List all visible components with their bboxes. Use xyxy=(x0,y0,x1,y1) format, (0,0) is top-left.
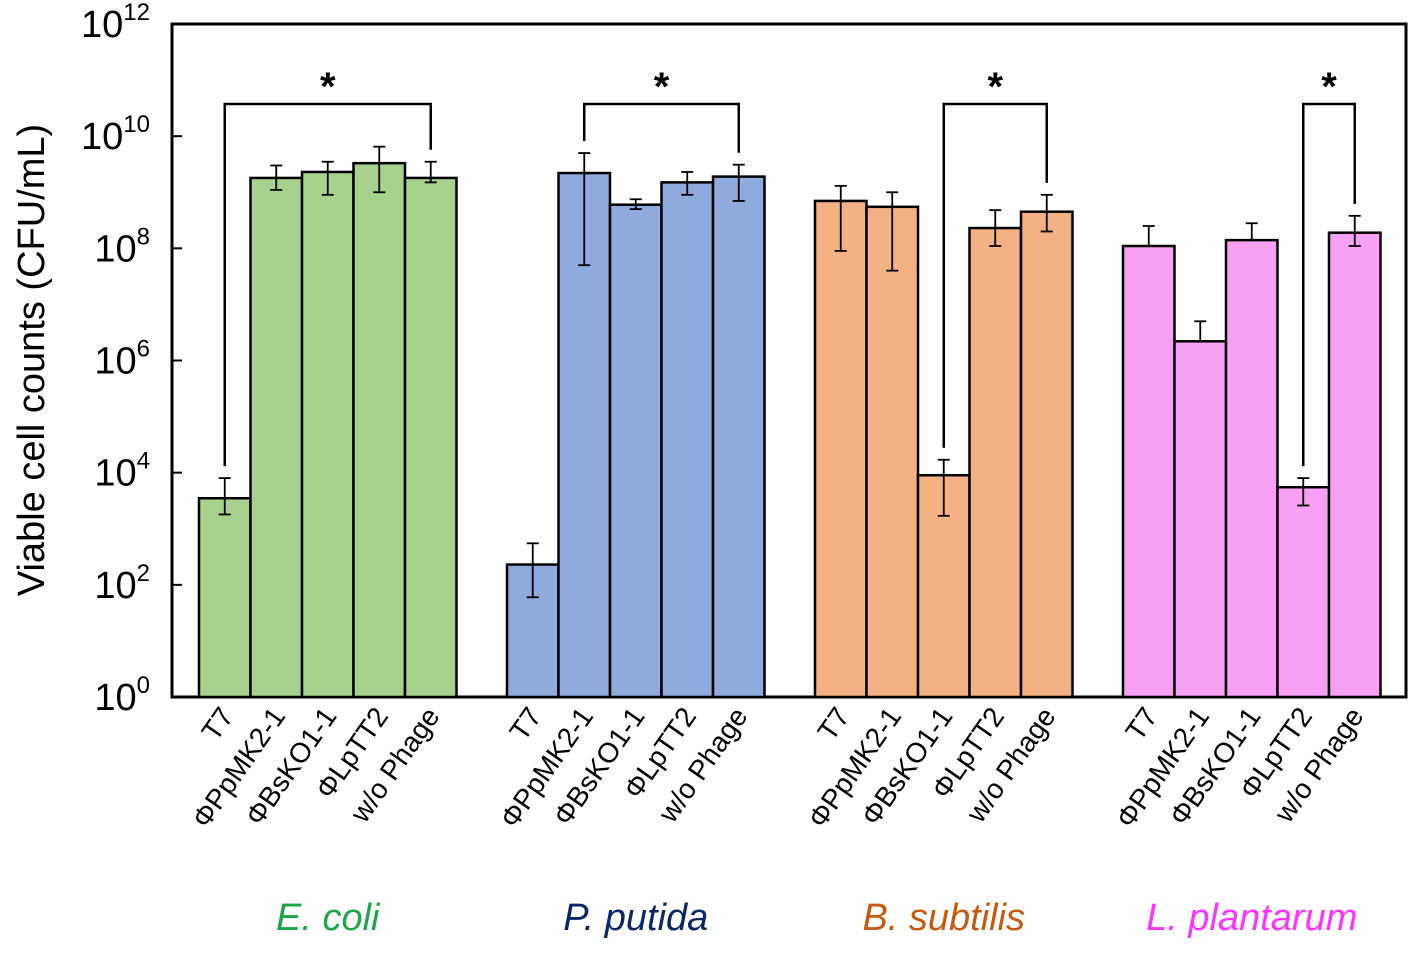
bar xyxy=(1327,231,1382,699)
significance-bracket xyxy=(223,102,432,467)
y-tick-label: 108 xyxy=(94,223,150,270)
bar xyxy=(1224,238,1279,699)
y-tick-label: 1012 xyxy=(81,0,150,46)
bar xyxy=(403,176,458,699)
y-tick-label: 106 xyxy=(94,336,150,383)
bar xyxy=(660,181,715,699)
x-category-label: T7 xyxy=(504,702,548,747)
bar xyxy=(197,496,252,699)
bar xyxy=(249,176,304,699)
y-tick-label: 102 xyxy=(94,560,150,607)
significance-star: * xyxy=(1321,65,1337,109)
bar xyxy=(1121,244,1176,699)
group-label: L. plantarum xyxy=(1146,897,1357,939)
x-category-label: T7 xyxy=(196,702,240,747)
y-tick-label: 104 xyxy=(94,448,150,495)
bar xyxy=(352,161,407,699)
significance-star: * xyxy=(987,65,1003,109)
group-label: P. putida xyxy=(563,897,708,939)
significance-layer: * * * * xyxy=(223,65,1356,467)
error-bars-layer xyxy=(218,145,1361,599)
bar xyxy=(711,175,766,699)
bars-layer xyxy=(197,161,1382,699)
group-labels: E. coli P. putida B. subtilis L. plantarum xyxy=(276,897,1357,939)
y-axis-title: Viable cell counts (CFU/mL) xyxy=(11,124,53,596)
group-label: E. coli xyxy=(276,897,381,939)
bar xyxy=(968,226,1023,699)
bar xyxy=(1276,485,1331,699)
significance-bracket xyxy=(942,102,1048,448)
y-tick-label: 1010 xyxy=(81,111,150,158)
bar xyxy=(865,205,920,699)
y-tick-label: 100 xyxy=(94,672,150,719)
significance-bracket xyxy=(583,102,740,153)
y-axis-ticks: 100 102 104 106 108 1010 1012 xyxy=(81,0,182,719)
bar xyxy=(1019,210,1074,699)
bar xyxy=(608,203,663,699)
bar xyxy=(1173,340,1228,699)
x-category-label: T7 xyxy=(812,702,856,747)
significance-star: * xyxy=(654,65,670,109)
group-label: B. subtilis xyxy=(862,897,1025,939)
bar xyxy=(813,199,868,699)
significance-bracket xyxy=(1302,102,1356,467)
significance-star: * xyxy=(320,65,336,109)
x-category-label: T7 xyxy=(1120,702,1164,747)
bar xyxy=(300,170,355,699)
